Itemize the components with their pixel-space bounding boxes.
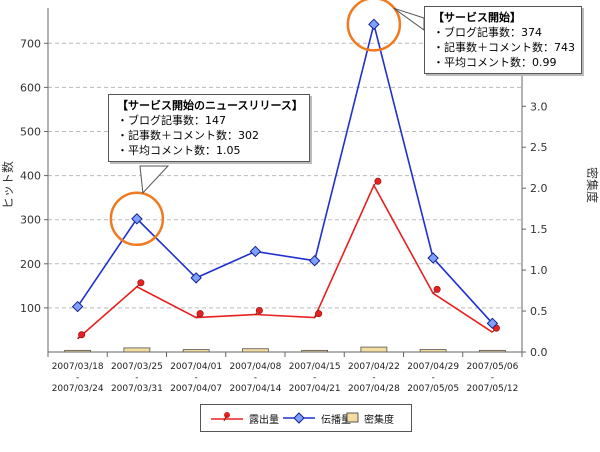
callout-line-0-1: ・記事数＋コメント数：302 [117, 129, 259, 142]
callout-line-1-0: ・ブログ記事数：374 [433, 26, 542, 39]
density-bar-5 [360, 346, 388, 353]
x-tick-label-7-2: 2007/05/12 [466, 384, 518, 394]
legend-bar-swatch-icon [346, 412, 359, 423]
callout-title-1: 【サービス開始】 [433, 11, 521, 24]
x-tick-label-2-2: 2007/04/07 [170, 384, 222, 394]
y-tick-label-0: 100 [20, 302, 41, 315]
callout-line-1-2: ・平均コメント数：0.99 [433, 56, 557, 69]
legend-label-exposure: 露出量 [249, 414, 279, 426]
y2-tick-label-2: 1.0 [530, 264, 548, 277]
callout-1: 【サービス開始】・ブログ記事数：374 ・記事数＋コメント数：743 ・平均コメント… [424, 6, 582, 74]
y2-tick-label-3: 1.5 [530, 223, 548, 236]
y-tick-label-6: 700 [20, 37, 41, 50]
y-tick-label-1: 200 [20, 258, 41, 271]
legend-label-density: 密集度 [364, 414, 394, 426]
exposure-point-4 [315, 310, 323, 318]
propagation-point-5 [368, 18, 380, 31]
y2-tick-label-5: 2.5 [530, 141, 548, 154]
callout-line-1-1: ・記事数＋コメント数：743 [433, 41, 575, 54]
x-tick-label-4-0: 2007/04/15 [289, 362, 341, 372]
exposure-point-2 [196, 310, 204, 318]
x-tick-labels: 2007/03/18-2007/03/242007/03/25-2007/03/… [52, 362, 519, 394]
x-tick-label-2-1: - [195, 373, 198, 383]
y-tick-label-3: 400 [20, 170, 41, 183]
y-tick-labels: 100 200 300 400 500 600 700 [20, 37, 48, 315]
grid-lines [48, 42, 522, 309]
callout-line-0-0: ・ブログ記事数：147 [117, 114, 226, 127]
x-tick-label-6-1: - [432, 373, 435, 383]
propagation-point-3 [249, 245, 262, 258]
x-tick-label-3-2: 2007/04/14 [229, 384, 281, 394]
x-tick-label-7-0: 2007/05/06 [466, 362, 518, 372]
propagation-point-2 [190, 272, 202, 284]
callout-line-0-2: ・平均コメント数：1.05 [117, 144, 241, 157]
callout-0: 【サービス開始のニュースリリース】 ・ブログ記事数：147 ・記事数＋コメント数：3… [108, 94, 310, 162]
exposure-point-5 [374, 177, 382, 185]
highlight-circle-0 [109, 191, 165, 247]
x-tick-label-5-0: 2007/04/22 [348, 362, 400, 372]
x-tick-label-0-0: 2007/03/18 [52, 362, 104, 372]
legend-item-exposure: 露出量 [209, 405, 279, 431]
density-bars [64, 346, 506, 353]
y2-tick-label-4: 2.0 [530, 182, 548, 195]
propagation-point-7 [486, 317, 499, 330]
x-tick-label-2-0: 2007/04/01 [170, 362, 222, 372]
x-tick-label-4-2: 2007/04/21 [289, 384, 341, 394]
legend-item-propagation: 伝播量 [281, 405, 351, 431]
series-line-1 [76, 24, 493, 324]
propagation-point-6 [427, 252, 439, 264]
highlight-circles [109, 0, 402, 247]
exposure-point-0 [78, 331, 86, 339]
legend-item-density: 密集度 [346, 405, 394, 431]
y-tick-label-4: 500 [20, 125, 41, 138]
y-axis-title: ヒット数 [0, 161, 15, 209]
x-tick-label-5-2: 2007/04/28 [348, 384, 400, 394]
x-tick-label-3-0: 2007/04/08 [229, 362, 281, 372]
y2-axis-title: 密集度 [585, 167, 600, 203]
series-line-0 [77, 183, 493, 340]
legend-label-propagation: 伝播量 [321, 414, 351, 426]
y2-tick-label-6: 3.0 [530, 100, 548, 113]
exposure-point-3 [255, 307, 263, 315]
legend-line-diamond-icon [283, 412, 315, 424]
x-tick-label-1-1: - [135, 373, 138, 383]
y-tick-label-2: 300 [20, 214, 41, 227]
x-tick-label-4-1: - [313, 373, 316, 383]
highlight-circle-1 [346, 0, 402, 52]
legend-line-pin-icon [211, 412, 243, 422]
x-tick-label-7-1: - [491, 373, 494, 383]
y2-tick-label-1: 0.5 [530, 305, 548, 318]
legend: 露出量 伝播量 密集度 [200, 404, 412, 432]
exposure-point-1 [137, 279, 145, 287]
x-tick-label-1-2: 2007/03/31 [111, 384, 163, 394]
callout-pointer-0 [139, 165, 170, 194]
density-bar-1 [123, 347, 151, 353]
propagation-point-4 [308, 255, 321, 267]
x-tick-label-5-1: - [372, 373, 375, 383]
callout-pointers [139, 7, 425, 194]
propagation-point-1 [131, 213, 143, 225]
y-tick-label-5: 600 [20, 81, 41, 94]
x-tick-label-3-1: - [254, 373, 257, 383]
propagation-point-0 [71, 300, 84, 313]
x-tick-label-6-0: 2007/04/29 [407, 362, 459, 372]
axes [47, 8, 523, 357]
x-tick-label-0-1: - [76, 373, 79, 383]
x-tick-label-6-2: 2007/05/05 [407, 384, 459, 394]
series-lines [71, 18, 500, 340]
x-tick-label-0-2: 2007/03/24 [52, 384, 104, 394]
x-tick-label-1-0: 2007/03/25 [111, 362, 163, 372]
exposure-point-6 [433, 285, 441, 293]
y2-tick-label-0: 0.0 [530, 346, 548, 359]
callout-title-0: 【サービス開始のニュースリリース】 [117, 99, 303, 112]
